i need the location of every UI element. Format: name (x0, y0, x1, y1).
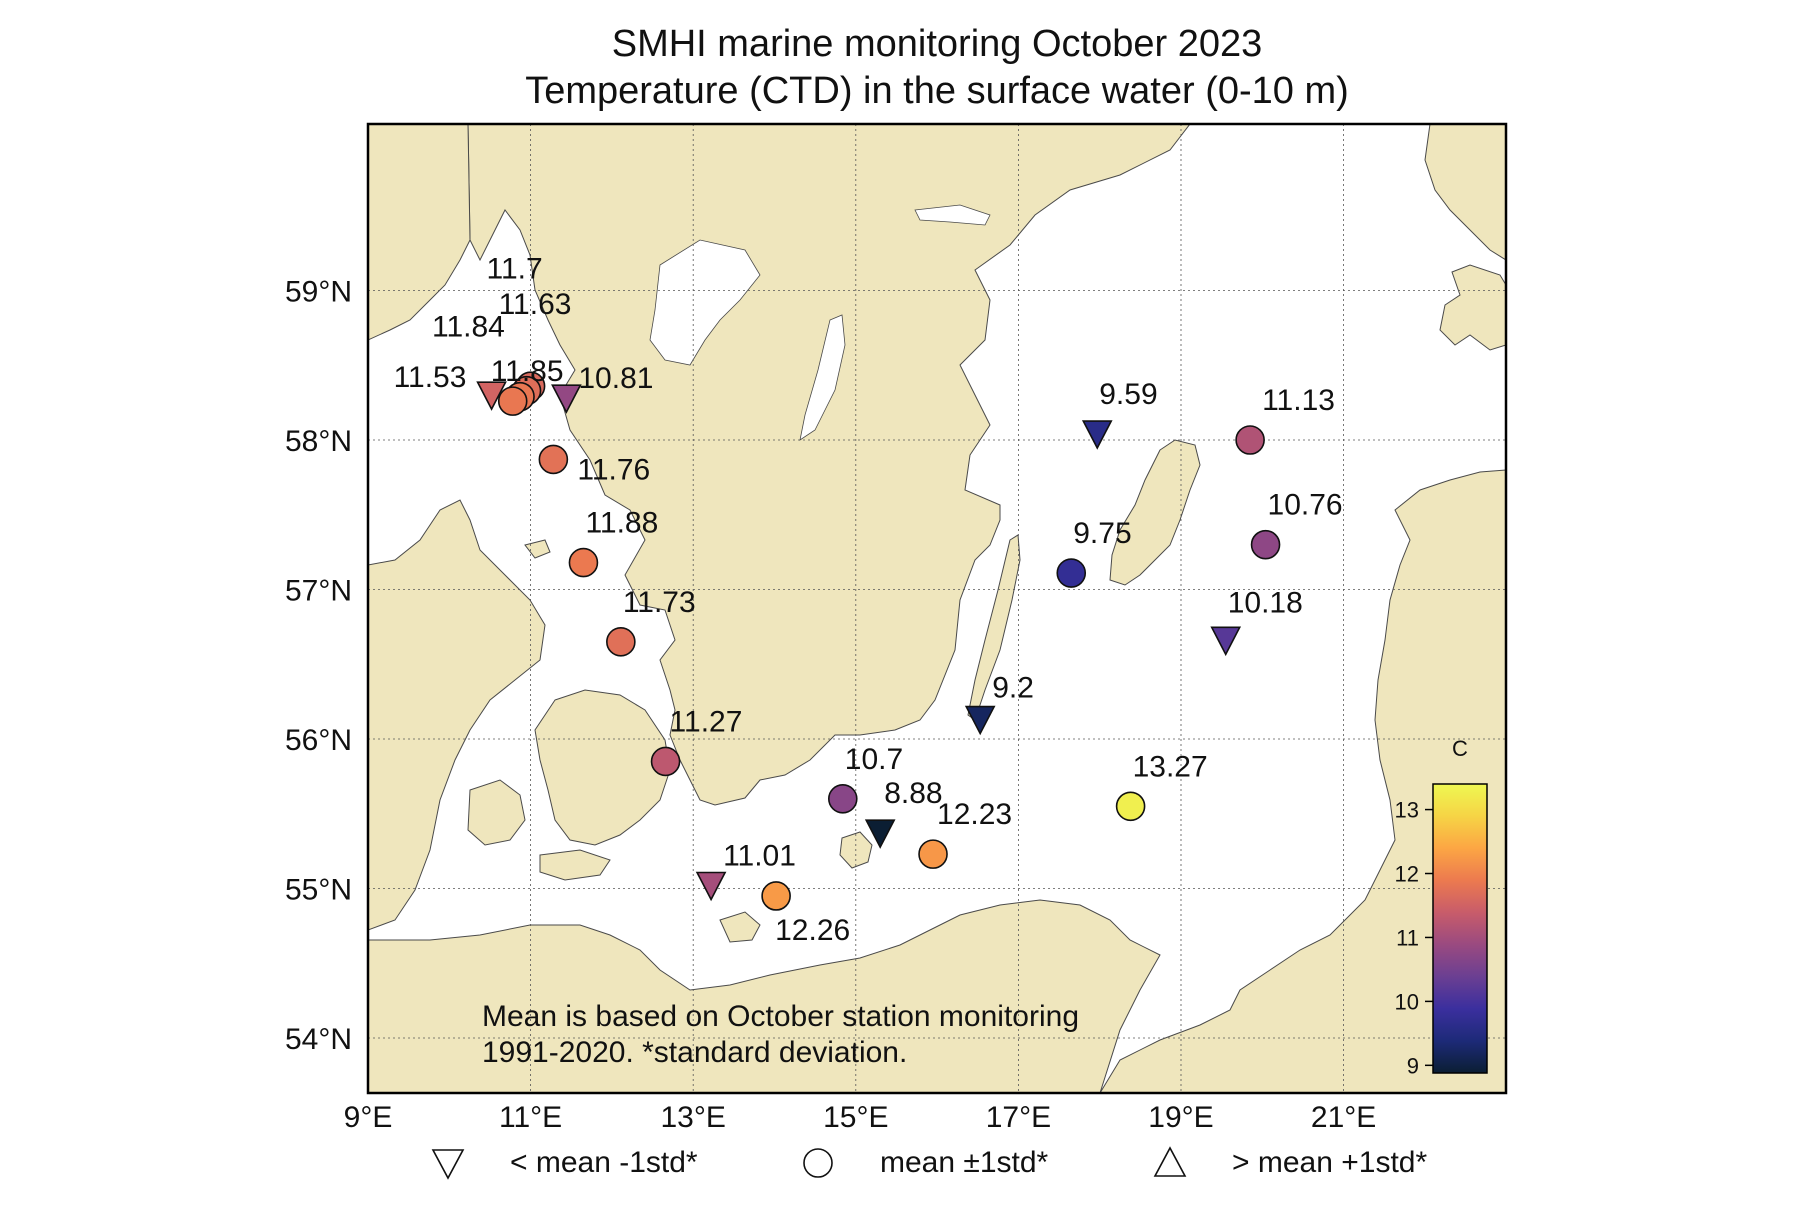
south-coast-landmass (368, 899, 1161, 1093)
longitude-label: 13°E (661, 1101, 726, 1134)
station-marker-circle (650, 746, 681, 777)
station-marker-triangle-down (1210, 626, 1242, 657)
colorbar-tick-label: 11 (1396, 925, 1419, 950)
station-marker-circle (918, 839, 948, 869)
station-value-label: 11.13 (1262, 384, 1335, 417)
station-marker-circle (1235, 425, 1265, 455)
station-value-label: 12.23 (937, 798, 1012, 831)
map-frame (366, 122, 1508, 1095)
vanern-lake (649, 239, 761, 366)
land-masses (368, 124, 1506, 1093)
longitude-label: 19°E (1148, 1101, 1213, 1134)
station-marker-triangle-down (1081, 420, 1113, 450)
colorbar-ramp (1432, 783, 1488, 1074)
station-marker-circle (568, 547, 599, 578)
note-line1: Mean is based on October station monitor… (482, 1000, 1079, 1033)
colorbar-unit: C (1452, 736, 1468, 761)
colorbar-tick-label: 13 (1395, 798, 1419, 823)
malaren-lake (914, 204, 991, 226)
colorbar: C 9 10 11 12 13 (1395, 736, 1488, 1078)
sweden-landmass (467, 124, 1191, 806)
station-value-label: 9.75 (1073, 517, 1131, 550)
latitude-label: 54°N (285, 1023, 352, 1056)
longitude-label: 9°E (344, 1101, 393, 1134)
station-marker-triangle-down (695, 871, 727, 902)
latitude-label: 56°N (285, 724, 352, 757)
station-marker-triangle-down (476, 381, 507, 411)
colorbar-tick-label: 9 (1407, 1053, 1419, 1078)
longitude-labels: 9°E 11°E 13°E 15°E 17°E 19°E 21°E (344, 1101, 1377, 1134)
station-marker-circle (538, 444, 569, 475)
legend-triangle-down-icon (431, 1149, 465, 1180)
station-value-label: 11.01 (723, 840, 796, 873)
station-marker-circle (1115, 791, 1146, 822)
latitude-label: 55°N (285, 874, 352, 907)
station-marker-circle (1250, 529, 1281, 560)
legend-circle-icon (803, 1148, 833, 1178)
lakes (649, 204, 991, 441)
oland-island (967, 534, 1021, 721)
station-value-label: 11.53 (394, 361, 467, 394)
station-value-label: 9.2 (992, 672, 1034, 705)
map-title-line1: SMHI marine monitoring October 2023 (612, 23, 1263, 65)
graticule-lines (368, 124, 1506, 1093)
latitude-labels: 54°N 55°N 56°N 57°N 58°N 59°N (285, 276, 352, 1057)
estonia-islands (1439, 264, 1506, 351)
station-marker-triangle-down (964, 705, 996, 736)
station-value-label: 13.27 (1133, 750, 1208, 783)
station-value-label: 8.88 (884, 777, 942, 810)
note-line2: 1991-2020. *standard deviation. (482, 1036, 907, 1069)
station-value-label: 11.76 (577, 453, 650, 486)
station-value-label: 11.84 (432, 311, 505, 344)
jutland-landmass (368, 499, 546, 931)
lolland-island (539, 849, 611, 881)
map-title-line2: Temperature (CTD) in the surface water (… (525, 70, 1349, 112)
station-value-label: 11.73 (623, 586, 696, 619)
station-marker-circle (827, 783, 858, 814)
station-value-label: 10.18 (1228, 586, 1303, 619)
legend-label: < mean -1std* (510, 1146, 698, 1179)
longitude-label: 11°E (499, 1101, 562, 1134)
station-value-label: 10.81 (578, 362, 653, 395)
laeso-island (524, 539, 551, 559)
station-marker-circle (761, 881, 791, 911)
longitude-label: 15°E (823, 1101, 888, 1134)
station-marker-triangle-down (864, 819, 896, 849)
station-value-label: 11.63 (499, 288, 572, 321)
station-value-label: 10.76 (1268, 489, 1343, 522)
map-area (368, 124, 1506, 1093)
finland-landmass (1424, 124, 1506, 261)
station-value-label: 11.27 (670, 705, 743, 738)
longitude-label: 21°E (1311, 1101, 1376, 1134)
legend-triangle-up-icon (1153, 1146, 1187, 1177)
legend-label: mean ±1std* (880, 1146, 1049, 1179)
station-marker-triangle-down (551, 384, 582, 414)
station-value-label: 10.7 (845, 743, 903, 776)
station-marker-circle (1056, 558, 1087, 588)
station-value-label: 12.26 (775, 914, 850, 947)
longitude-label: 17°E (986, 1101, 1051, 1134)
latitude-label: 59°N (285, 276, 352, 309)
station-marker-circle (497, 386, 528, 416)
station-value-label: 11.7 (487, 253, 543, 286)
latitude-label: 58°N (285, 425, 352, 458)
norway-landmass (368, 124, 471, 341)
station-value-label: 9.59 (1099, 378, 1157, 411)
funen-island (467, 779, 526, 846)
symbol-legend: < mean -1std* mean ±1std* > mean +1std* (431, 1146, 1427, 1180)
vattern-lake (799, 314, 846, 441)
colorbar-ticks: 9 10 11 12 13 (1395, 798, 1433, 1078)
gotland-island (1109, 439, 1201, 586)
latitude-label: 57°N (285, 575, 352, 608)
rugen-island (719, 911, 761, 943)
colorbar-tick-label: 10 (1395, 989, 1419, 1014)
colorbar-tick-label: 12 (1395, 862, 1419, 887)
legend-label: > mean +1std* (1232, 1146, 1427, 1179)
zealand-island (534, 689, 671, 846)
station-value-label: 11.88 (585, 507, 658, 540)
station-marker-circle (606, 627, 636, 657)
baltic-states-landmass (1099, 469, 1506, 1093)
